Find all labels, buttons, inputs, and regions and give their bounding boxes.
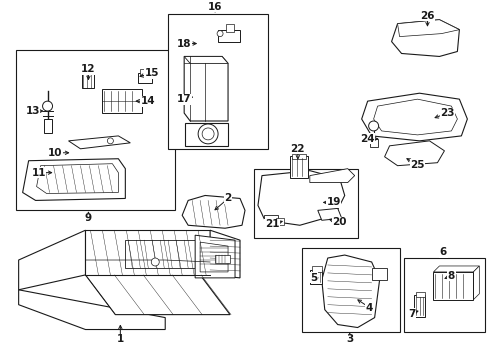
- Text: 24: 24: [360, 134, 374, 144]
- Bar: [415, 292, 425, 297]
- Text: 18: 18: [177, 39, 191, 49]
- Bar: [215, 255, 229, 263]
- Polygon shape: [384, 141, 444, 166]
- Polygon shape: [19, 290, 165, 329]
- Text: 7: 7: [407, 309, 414, 319]
- Bar: [140, 69, 150, 75]
- Text: 26: 26: [419, 11, 434, 21]
- Text: 25: 25: [409, 160, 424, 170]
- Bar: [432, 272, 472, 300]
- Circle shape: [107, 138, 113, 144]
- Circle shape: [217, 31, 223, 37]
- Polygon shape: [22, 159, 125, 201]
- Bar: [311, 266, 321, 272]
- Polygon shape: [432, 266, 478, 272]
- Circle shape: [368, 121, 378, 131]
- Polygon shape: [125, 240, 195, 268]
- Bar: [16, 50, 175, 210]
- Bar: [291, 154, 305, 159]
- Polygon shape: [85, 275, 229, 315]
- Polygon shape: [258, 171, 344, 225]
- Polygon shape: [321, 255, 379, 328]
- Bar: [301, 248, 399, 332]
- Text: 5: 5: [309, 273, 317, 283]
- Text: 20: 20: [332, 217, 346, 227]
- Text: 19: 19: [326, 197, 340, 207]
- Text: 12: 12: [81, 64, 96, 75]
- Bar: [138, 73, 152, 83]
- Text: 14: 14: [141, 96, 155, 106]
- Polygon shape: [68, 136, 130, 149]
- Polygon shape: [182, 195, 244, 228]
- Text: 4: 4: [365, 303, 372, 313]
- Bar: [264, 215, 277, 225]
- Bar: [43, 119, 51, 133]
- Polygon shape: [361, 93, 467, 141]
- Text: 11: 11: [31, 168, 46, 177]
- Polygon shape: [184, 57, 227, 121]
- Text: 13: 13: [25, 106, 40, 116]
- Text: 22: 22: [290, 144, 305, 154]
- Polygon shape: [19, 230, 85, 290]
- Bar: [309, 270, 321, 284]
- Text: 8: 8: [447, 271, 454, 281]
- Circle shape: [42, 101, 52, 111]
- Polygon shape: [37, 164, 118, 193]
- Polygon shape: [397, 20, 458, 37]
- Text: 3: 3: [346, 334, 353, 345]
- Polygon shape: [184, 57, 227, 63]
- Circle shape: [151, 258, 159, 266]
- Text: 23: 23: [439, 108, 454, 118]
- Polygon shape: [185, 123, 227, 146]
- Text: 21: 21: [264, 219, 279, 229]
- Polygon shape: [309, 168, 354, 183]
- Circle shape: [198, 124, 218, 144]
- Text: 15: 15: [145, 68, 159, 78]
- Bar: [413, 295, 425, 316]
- Polygon shape: [195, 235, 235, 278]
- Text: 10: 10: [48, 148, 62, 158]
- Text: 17: 17: [177, 94, 191, 104]
- Text: 1: 1: [117, 334, 124, 345]
- Bar: [371, 268, 386, 280]
- Polygon shape: [85, 230, 210, 275]
- Polygon shape: [391, 20, 458, 57]
- Bar: [225, 24, 234, 32]
- Text: 2: 2: [224, 193, 231, 203]
- Polygon shape: [200, 242, 227, 272]
- Polygon shape: [373, 99, 456, 135]
- Text: 6: 6: [439, 247, 446, 257]
- Polygon shape: [210, 230, 240, 278]
- Bar: [403, 258, 484, 332]
- Polygon shape: [102, 89, 142, 113]
- Bar: [289, 156, 307, 177]
- Polygon shape: [472, 266, 478, 300]
- Bar: [82, 74, 94, 88]
- Text: 9: 9: [85, 213, 92, 223]
- Bar: [218, 30, 240, 41]
- Polygon shape: [317, 208, 341, 220]
- Bar: [275, 218, 284, 225]
- Bar: [369, 139, 377, 147]
- Circle shape: [202, 128, 214, 140]
- Text: 16: 16: [207, 2, 222, 12]
- Bar: [168, 14, 267, 149]
- Bar: [253, 168, 357, 238]
